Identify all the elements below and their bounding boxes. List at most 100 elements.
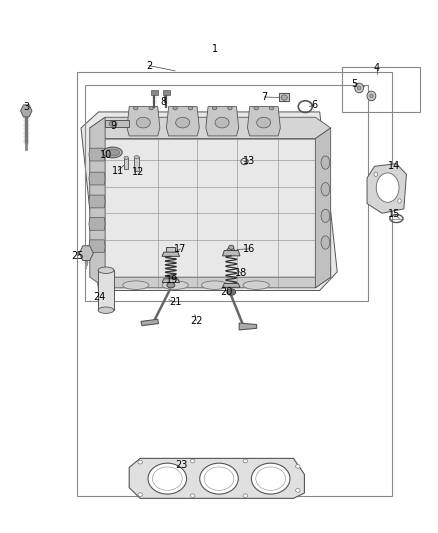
Text: 15: 15 [388,209,400,219]
Text: 17: 17 [174,244,187,254]
Ellipse shape [188,107,193,110]
Ellipse shape [228,107,232,110]
Bar [77,72,392,496]
Polygon shape [367,164,406,213]
Ellipse shape [243,459,247,463]
Ellipse shape [191,494,195,498]
Ellipse shape [321,156,330,169]
Text: 7: 7 [261,92,267,102]
Text: 22: 22 [190,316,202,326]
Polygon shape [105,120,129,127]
Ellipse shape [109,121,117,126]
Text: 16: 16 [243,244,255,254]
Bar [85,85,368,301]
Ellipse shape [191,459,195,463]
Bar [98,270,114,310]
Ellipse shape [296,464,300,468]
Ellipse shape [148,463,187,494]
Ellipse shape [376,173,399,203]
Ellipse shape [243,494,247,498]
Ellipse shape [321,209,330,223]
Polygon shape [141,319,159,326]
Polygon shape [127,107,160,136]
Ellipse shape [227,248,235,253]
Ellipse shape [176,117,190,128]
Ellipse shape [106,149,120,156]
Ellipse shape [201,281,228,289]
Text: 19: 19 [166,275,178,285]
Text: 2: 2 [146,61,152,70]
Polygon shape [81,112,337,290]
Polygon shape [90,117,105,288]
Ellipse shape [124,156,128,159]
Polygon shape [89,172,105,185]
Text: 8: 8 [161,98,167,107]
Polygon shape [247,107,280,136]
Ellipse shape [227,289,236,295]
Ellipse shape [149,107,153,110]
Ellipse shape [251,463,290,494]
Ellipse shape [98,307,114,313]
Text: 4: 4 [374,63,380,72]
Bar [134,157,139,171]
Ellipse shape [254,107,258,110]
Bar [151,90,158,95]
Ellipse shape [138,460,142,464]
Text: 3: 3 [23,102,29,111]
Ellipse shape [123,281,149,289]
Text: 12: 12 [132,167,144,176]
Ellipse shape [228,290,234,294]
Polygon shape [89,195,105,208]
Ellipse shape [98,267,114,273]
Ellipse shape [321,182,330,196]
Polygon shape [279,93,289,101]
Bar [342,67,420,112]
Ellipse shape [398,199,401,203]
Bar [166,247,175,252]
Ellipse shape [229,245,234,249]
Polygon shape [89,240,105,253]
Text: 18: 18 [235,268,247,278]
Ellipse shape [212,107,217,110]
Ellipse shape [355,83,364,93]
Ellipse shape [162,281,188,289]
Text: 5: 5 [352,79,358,88]
Text: 20: 20 [221,287,233,296]
Ellipse shape [138,492,142,497]
Text: 21: 21 [169,297,181,307]
Text: 10: 10 [100,150,112,159]
Text: 24: 24 [94,292,106,302]
Text: 14: 14 [388,161,400,171]
Polygon shape [129,458,304,498]
Polygon shape [315,128,331,288]
Polygon shape [166,107,199,136]
Ellipse shape [257,117,271,128]
Text: 1: 1 [212,44,218,54]
Polygon shape [89,217,105,230]
Ellipse shape [281,95,287,100]
Polygon shape [223,251,240,256]
Ellipse shape [296,488,300,492]
Polygon shape [105,266,331,288]
Polygon shape [162,252,180,256]
Text: 25: 25 [71,251,84,261]
Ellipse shape [367,91,376,101]
Ellipse shape [103,147,122,158]
Ellipse shape [167,282,175,288]
Polygon shape [206,107,239,136]
Text: 6: 6 [311,100,318,110]
Ellipse shape [134,156,139,159]
Ellipse shape [173,107,177,110]
Ellipse shape [243,281,269,289]
Polygon shape [90,117,331,139]
Text: 11: 11 [112,166,124,175]
Ellipse shape [269,107,274,110]
Ellipse shape [321,236,330,249]
Polygon shape [239,323,257,330]
Polygon shape [162,279,180,282]
Ellipse shape [370,94,373,98]
Polygon shape [89,148,105,161]
Ellipse shape [215,117,229,128]
Ellipse shape [200,463,238,494]
Polygon shape [223,284,240,287]
